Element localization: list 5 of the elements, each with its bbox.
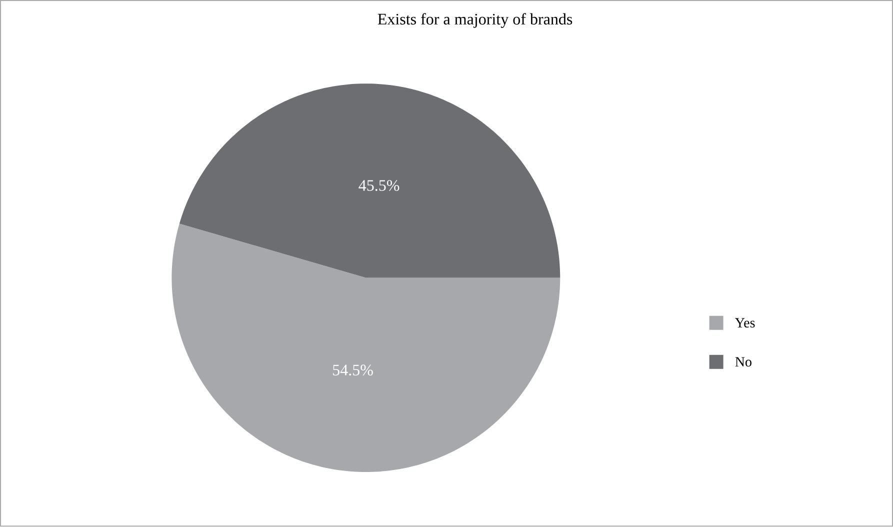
data-label: 54.5% — [333, 364, 373, 376]
legend-label: Yes — [735, 318, 755, 328]
chart-title: Exists for a majority of brands — [378, 13, 572, 28]
data-label: 45.5% — [358, 180, 400, 192]
legend-label: No — [735, 357, 752, 367]
